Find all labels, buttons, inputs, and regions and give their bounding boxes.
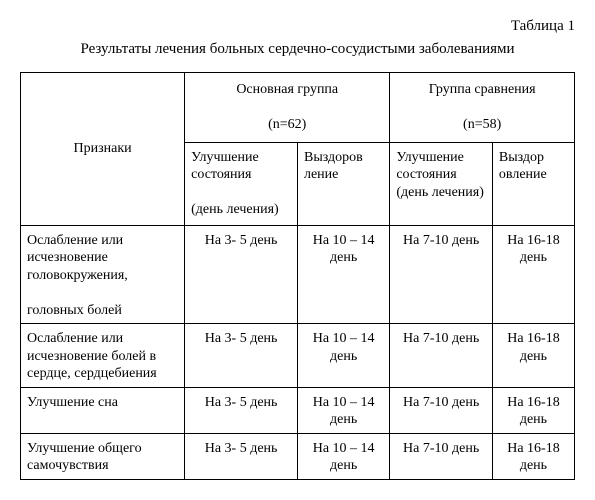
header-comp-recover: Выздоровление <box>492 142 574 225</box>
header-main-improve: Улучшение состояния(день лечения) <box>185 142 298 225</box>
main-recover-cell: На 10 – 14 день <box>297 387 389 433</box>
sign-cell: Ослабление или исчезновение болей в серд… <box>21 324 185 388</box>
main-recover-cell: На 10 – 14 день <box>297 433 389 479</box>
main-improve-cell: На 3- 5 день <box>185 387 298 433</box>
sign-cell: Улучшение общего самочувствия <box>21 433 185 479</box>
header-comparison-group: Группа сравнения(n=58) <box>390 73 575 143</box>
comp-improve-cell: На 7-10 день <box>390 225 493 324</box>
table-row: Ослабление или исчезновение головокружен… <box>21 225 575 324</box>
main-improve-cell: На 3- 5 день <box>185 433 298 479</box>
header-main-recover: Выздоровление <box>297 142 389 225</box>
header-main-group: Основная группа(n=62) <box>185 73 390 143</box>
header-comp-improve: Улучшение состояния (день лечения) <box>390 142 493 225</box>
comp-recover-cell: На 16-18 день <box>492 387 574 433</box>
table-caption: Результаты лечения больных сердечно-сосу… <box>20 41 575 58</box>
comp-improve-cell: На 7-10 день <box>390 324 493 388</box>
results-table: Признаки Основная группа(n=62) Группа ср… <box>20 72 575 480</box>
comp-improve-cell: На 7-10 день <box>390 433 493 479</box>
table-row: Улучшение общего самочувствия На 3- 5 де… <box>21 433 575 479</box>
table-row: Ослабление или исчезновение болей в серд… <box>21 324 575 388</box>
sign-cell: Ослабление или исчезновение головокружен… <box>21 225 185 324</box>
comp-improve-cell: На 7-10 день <box>390 387 493 433</box>
comp-recover-cell: На 16-18 день <box>492 225 574 324</box>
sign-cell: Улучшение сна <box>21 387 185 433</box>
main-improve-cell: На 3- 5 день <box>185 225 298 324</box>
comp-recover-cell: На 16-18 день <box>492 324 574 388</box>
main-recover-cell: На 10 – 14 день <box>297 324 389 388</box>
table-row: Улучшение сна На 3- 5 день На 10 – 14 де… <box>21 387 575 433</box>
comp-recover-cell: На 16-18 день <box>492 433 574 479</box>
main-recover-cell: На 10 – 14 день <box>297 225 389 324</box>
main-improve-cell: На 3- 5 день <box>185 324 298 388</box>
header-signs: Признаки <box>21 73 185 226</box>
table-number: Таблица 1 <box>20 18 575 35</box>
